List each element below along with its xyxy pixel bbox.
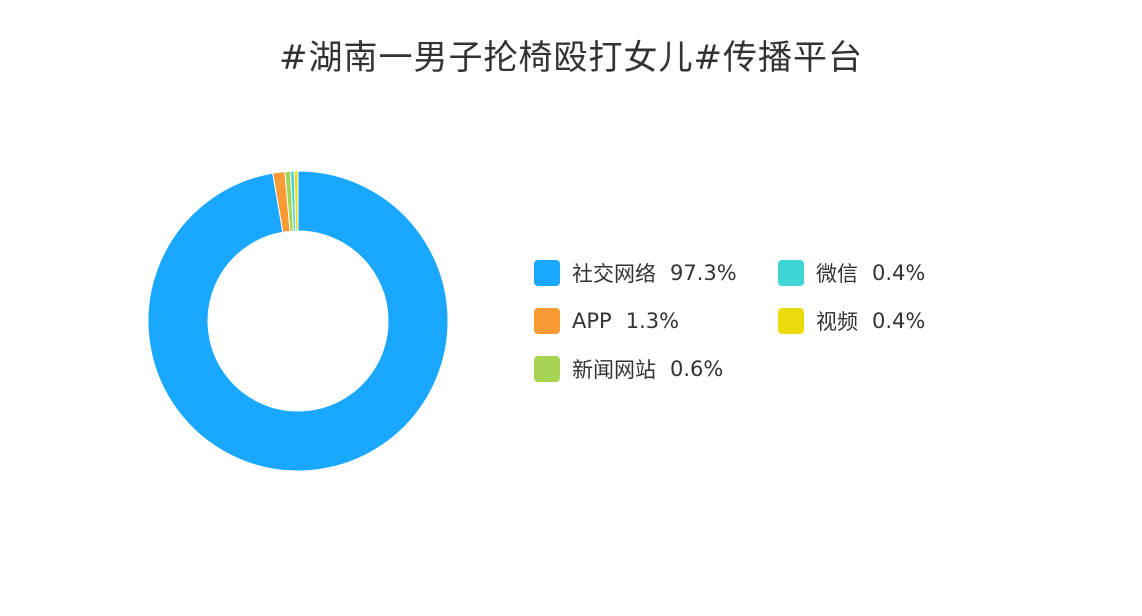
- legend-value: 1.3%: [625, 309, 680, 333]
- legend-label: 视频: [816, 310, 858, 334]
- slice-social[interactable]: [147, 170, 449, 472]
- legend-swatch: [534, 308, 560, 334]
- legend-item-video[interactable]: 视频 0.4%: [778, 306, 925, 336]
- donut-slices: [147, 170, 449, 472]
- legend-swatch: [778, 260, 804, 286]
- legend-label: APP: [572, 309, 612, 333]
- legend-swatch: [534, 260, 560, 286]
- legend-item-social[interactable]: 社交网络 97.3%: [534, 258, 737, 288]
- legend-item-app[interactable]: APP 1.3%: [534, 306, 679, 336]
- legend-value: 97.3%: [670, 261, 737, 285]
- chart-title: #湖南一男子抡椅殴打女儿#传播平台: [279, 38, 863, 78]
- legend-label: 新闻网站: [572, 358, 656, 382]
- donut-chart: [147, 170, 449, 472]
- legend-item-news[interactable]: 新闻网站 0.6%: [534, 354, 723, 384]
- legend-item-wechat[interactable]: 微信 0.4%: [778, 258, 925, 288]
- legend-value: 0.4%: [872, 261, 926, 285]
- legend-swatch: [534, 356, 560, 382]
- legend-value: 0.4%: [872, 309, 926, 333]
- legend-label: 社交网络: [572, 262, 656, 286]
- legend-value: 0.6%: [670, 357, 724, 381]
- legend-swatch: [778, 308, 804, 334]
- legend-label: 微信: [816, 262, 858, 286]
